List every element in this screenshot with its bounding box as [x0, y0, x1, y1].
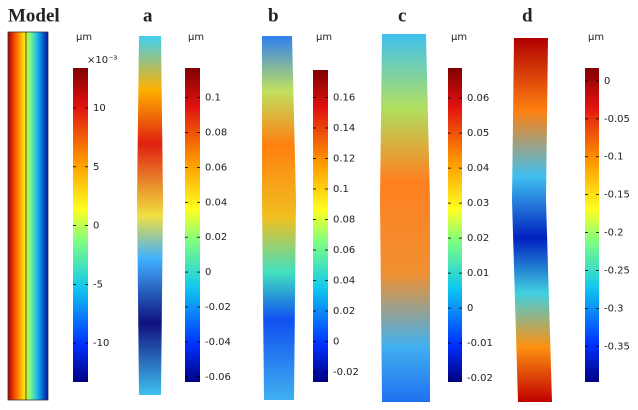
tick-label: 5 [93, 162, 99, 173]
tick-label: 0.14 [333, 123, 355, 134]
tick-label: 0.16 [333, 92, 355, 103]
unit-label: μm [316, 32, 332, 43]
panel-label: Model [8, 5, 60, 26]
colorbar [185, 68, 200, 382]
tick-label: 0.1 [205, 93, 221, 104]
unit-label: μm [188, 32, 204, 43]
tick-label: 0 [467, 303, 473, 314]
tick-label: 0.06 [205, 162, 227, 173]
tick-label: 0 [333, 337, 339, 348]
tick-label: -5 [93, 279, 103, 290]
panel-label: a [143, 5, 153, 26]
tick-label: -0.06 [205, 372, 231, 383]
panel-label: b [268, 5, 279, 26]
tick-label: 0.01 [467, 268, 489, 279]
tick-label: 0.06 [333, 245, 355, 256]
tick-label: -0.2 [604, 228, 624, 239]
multiplier: ×10⁻³ [87, 55, 117, 66]
tick-label: -0.02 [467, 373, 493, 384]
tick-label: -0.25 [604, 266, 630, 277]
tick-label: 0 [205, 267, 211, 278]
tick-label: 0.04 [467, 163, 489, 174]
specimen-a [137, 36, 163, 395]
panel-label: d [522, 5, 533, 26]
unit-label: μm [588, 32, 604, 43]
tick-label: 0.1 [333, 184, 349, 195]
colorbar [313, 70, 328, 382]
tick-label: 0 [93, 221, 99, 232]
tick-label: 0 [604, 76, 610, 87]
tick-label: 0.02 [205, 232, 227, 243]
tick-label: -0.04 [205, 337, 231, 348]
colorbar [448, 68, 462, 382]
tick-label: -0.05 [604, 114, 630, 125]
tick-label: -0.02 [205, 302, 231, 313]
tick-label: 0.03 [467, 198, 489, 209]
tick-label: -0.1 [604, 152, 624, 163]
tick-label: -0.35 [604, 341, 630, 352]
specimen-d [512, 38, 552, 402]
tick-label: 0.04 [205, 197, 227, 208]
tick-label: 0.12 [333, 153, 355, 164]
specimens [7, 31, 552, 402]
colorbar [73, 68, 88, 382]
tick-label: 0.02 [333, 306, 355, 317]
tick-label: 10 [93, 103, 106, 114]
model-cylinder [7, 31, 49, 401]
tick-label: 0.08 [333, 215, 355, 226]
specimen-b [262, 36, 296, 400]
unit-label: μm [451, 32, 467, 43]
unit-label: μm [76, 32, 92, 43]
tick-label: -0.01 [467, 338, 493, 349]
tick-label: -0.15 [604, 190, 630, 201]
tick-label: 0.06 [467, 93, 489, 104]
panel-label: c [398, 5, 406, 26]
tick-label: -0.02 [333, 367, 359, 378]
tick-label: 0.04 [333, 276, 355, 287]
tick-label: 0.05 [467, 128, 489, 139]
tick-label: 0.08 [205, 128, 227, 139]
colorbar [585, 68, 599, 382]
specimen-c [380, 34, 430, 402]
tick-label: -0.3 [604, 303, 624, 314]
tick-label: -10 [93, 338, 109, 349]
tick-label: 0.02 [467, 233, 489, 244]
